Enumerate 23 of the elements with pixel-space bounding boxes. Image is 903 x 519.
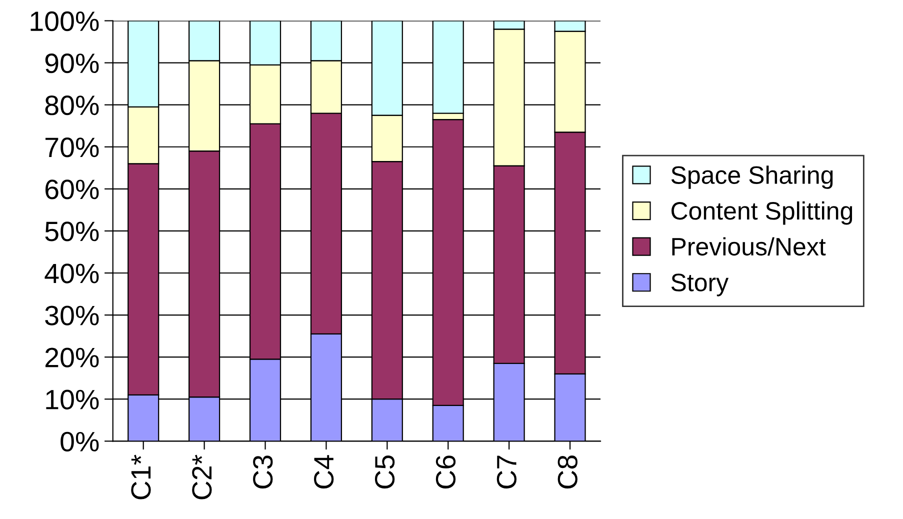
y-tick-label: 100% [30, 11, 99, 32]
x-tick-label: C8 [558, 456, 578, 488]
x-tick-label: C6 [436, 456, 456, 488]
y-tick-label: 60% [45, 180, 99, 200]
legend-label: Space Sharing [671, 166, 833, 189]
y-tick-label: 20% [45, 348, 99, 368]
legend-label: Content Splitting [672, 201, 852, 225]
y-tick-label: 70% [46, 138, 99, 158]
y-tick-label: 90% [45, 53, 99, 74]
y-tick-label: 30% [45, 306, 99, 326]
x-tick-label: C5 [374, 456, 395, 488]
y-tick-label: 80% [45, 96, 99, 116]
x-tick-label: C3 [253, 456, 273, 488]
x-tick-label: C4 [314, 455, 334, 488]
x-tick-label: C7 [496, 456, 517, 488]
legend-label: Previous/Next [672, 237, 826, 256]
y-tick-label: 0% [60, 432, 99, 452]
x-tick-label: C2* [192, 454, 212, 500]
y-tick-label: 10% [46, 390, 99, 410]
y-tick-label: 50% [45, 222, 99, 242]
y-tick-label: 40% [44, 264, 99, 284]
x-tick-label: C1* [131, 454, 151, 500]
legend-label: Story [671, 274, 729, 296]
